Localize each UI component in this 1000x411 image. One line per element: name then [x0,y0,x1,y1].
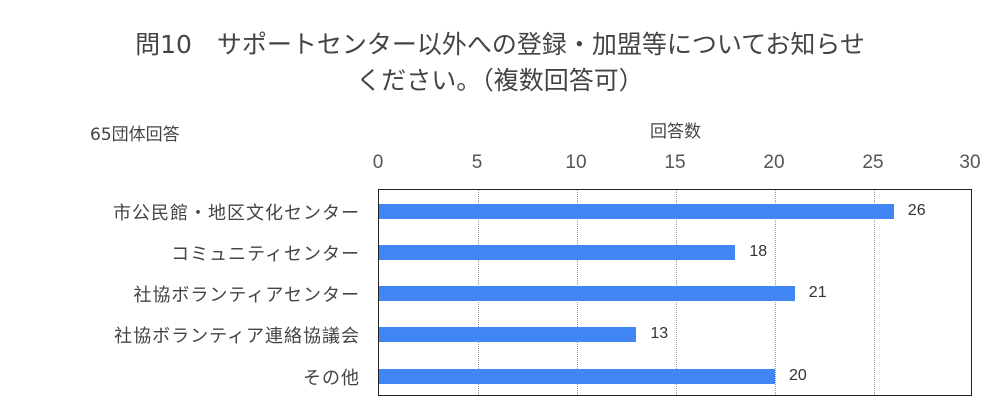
x-tick: 20 [763,152,785,173]
bar-value-label: 18 [749,243,768,260]
bar [379,245,736,260]
respondent-note: 65団体回答 [90,125,180,145]
category-label: 市公民館・地区文化センター [113,203,360,224]
bar [379,369,775,384]
bar-value-label: 20 [789,367,807,384]
bar [379,286,795,301]
chart-title-line2: ください。（複数回答可） [356,66,644,95]
x-axis-label: 回答数 [650,122,701,142]
x-tick: 15 [664,152,686,173]
x-tick: 5 [471,152,483,173]
bar [379,327,637,342]
category-label: 社協ボランティア連絡協議会 [114,326,360,347]
x-tick: 0 [372,152,384,173]
x-tick: 10 [565,152,587,173]
category-label: 社協ボランティアセンター [133,285,360,306]
chart-title-line1: 問10 サポートセンター以外への登録・加盟等についてお知らせ [135,30,865,59]
gridline [874,190,875,395]
bar [379,204,894,219]
category-label: その他 [303,368,360,389]
x-tick: 30 [959,152,981,173]
bar-value-label: 26 [907,202,926,219]
bar-value-label: 21 [808,284,827,301]
bar-value-label: 13 [650,325,669,342]
category-label: コミュニティセンター [171,244,360,265]
plot-area: 26 18 21 13 20 [378,189,972,396]
x-tick: 25 [862,152,884,173]
